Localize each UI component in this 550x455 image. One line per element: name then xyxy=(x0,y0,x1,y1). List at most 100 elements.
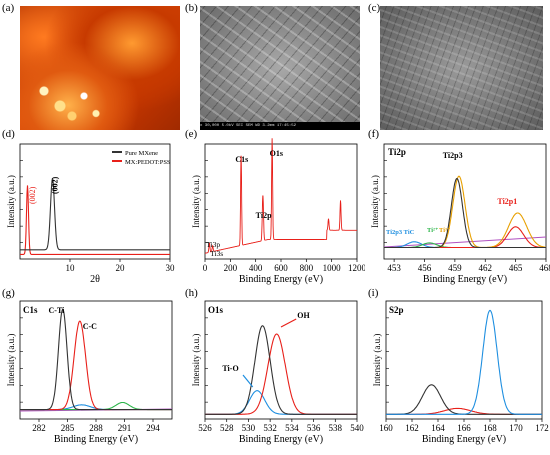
x-tick-label: 170 xyxy=(509,423,523,433)
y-axis-label: Intensity (a.u.) xyxy=(191,334,201,387)
annotation-oh-arrow xyxy=(280,318,297,328)
s2p-chart: 160 162 164 166 168 170 172 Binding Energy (eV)… xyxy=(372,300,549,445)
afm-flakes xyxy=(28,76,108,126)
plot-frame xyxy=(385,300,543,420)
x-tick-label: 291 xyxy=(118,423,132,433)
x-tick-label: 534 xyxy=(285,423,299,433)
annotation-ti2p: Ti2p xyxy=(256,211,272,220)
annotation-c-c: C-C xyxy=(83,322,97,331)
y-axis-label: Intensity (a.u.) xyxy=(191,175,201,228)
x-tick-label: 600 xyxy=(274,263,288,273)
panel-label-d: (d) xyxy=(2,128,15,140)
panel-title: Ti2p xyxy=(388,147,406,157)
x-tick-label: 160 xyxy=(379,423,393,433)
annotation-oh: OH xyxy=(297,311,310,320)
series-line-black xyxy=(386,384,542,415)
annotation-ti3plus: Ti³⁺ xyxy=(439,227,450,234)
x-tick-label: 172 xyxy=(535,423,549,433)
y-axis-label: Intensity (a.u.) xyxy=(6,334,16,387)
annotation-c1s: C1s xyxy=(235,155,248,164)
annotation-ti3s: Ti3s xyxy=(210,249,223,258)
x-tick-label: 0 xyxy=(203,263,208,273)
x-tick-label: 10 xyxy=(66,263,76,273)
series-line-sum xyxy=(205,325,357,415)
annotation-ti3p: Ti3p xyxy=(206,240,220,249)
panel-title: O1s xyxy=(208,305,224,315)
panel-label-a: (a) xyxy=(2,2,15,14)
panel-title: S2p xyxy=(389,305,404,315)
plot-frame xyxy=(19,300,173,420)
x-axis-label: Binding Energy (eV) xyxy=(54,434,138,445)
x-tick-label: 468 xyxy=(539,263,550,273)
series-line-red xyxy=(386,407,542,415)
annotation-o1s: O1s xyxy=(270,149,283,158)
x-tick-label: 456 xyxy=(418,263,432,273)
y-axis-label: Intensity (a.u.) xyxy=(372,334,382,387)
o1s-chart: 526 528 530 532 534 536 538 540 Binding Energy (… xyxy=(191,300,364,445)
sem-info-bar: x 30,000 5.0kV SEI SEM WD 3.2mm 17:45:52 xyxy=(200,122,360,130)
ti2p-chart: 453 456 459 462 465 468 Binding Energy (eV) Int… xyxy=(370,143,550,285)
x-tick-label: 532 xyxy=(263,423,277,433)
panel-label-c: (c) xyxy=(368,2,381,14)
sem-image-b: x 30,000 5.0kV SEI SEM WD 3.2mm 17:45:52 xyxy=(200,6,360,130)
annotation-ti2plus: Ti²⁺ xyxy=(427,227,438,234)
annotation-c-ti: C-Ti xyxy=(49,306,66,315)
x-tick-label: 285 xyxy=(61,423,75,433)
x-tick-label: 400 xyxy=(249,263,263,273)
x-tick-label: 164 xyxy=(431,423,445,433)
xrd-chart: 10 20 30 2θ Intensity (a.u.) Pure MXene MX:PED… xyxy=(6,143,176,285)
x-axis-label: 2θ xyxy=(90,274,100,285)
series-line-envelope xyxy=(384,175,546,249)
annotation-ti2p1: Ti2p1 xyxy=(497,197,517,206)
annotation-tic: Ti2p3 TiC xyxy=(386,229,415,236)
plot-frame xyxy=(204,300,358,420)
series-line-ti-o xyxy=(205,390,357,415)
survey-spectrum xyxy=(204,138,357,254)
series-line-oh xyxy=(205,333,357,415)
panel-label-h: (h) xyxy=(185,287,198,299)
x-tick-label: 30 xyxy=(166,263,176,273)
legend-label-mx-pedot-pss: MX:PEDOT:PSS xyxy=(125,159,171,166)
x-tick-label: 538 xyxy=(329,423,343,433)
x-tick-label: 530 xyxy=(242,423,256,433)
x-tick-label: 1200 xyxy=(348,263,365,273)
series-line-ti2p3 xyxy=(384,177,546,249)
annotation-002-composite: (002) xyxy=(28,186,37,204)
series-line-c-c xyxy=(20,320,172,411)
x-tick-label: 20 xyxy=(116,263,126,273)
plot-frame xyxy=(19,143,171,260)
x-tick-label: 465 xyxy=(509,263,523,273)
x-tick-label: 536 xyxy=(307,423,321,433)
x-tick-label: 282 xyxy=(32,423,46,433)
x-tick-label: 1000 xyxy=(323,263,342,273)
x-tick-label: 540 xyxy=(350,423,364,433)
panel-label-f: (f) xyxy=(368,128,379,140)
plot-frame xyxy=(383,143,547,260)
series-line-blue xyxy=(386,309,542,415)
x-tick-label: 200 xyxy=(224,263,238,273)
annotation-002-mxene: (002) xyxy=(51,176,60,194)
x-axis-label: Binding Energy (eV) xyxy=(239,434,323,445)
x-tick-label: 459 xyxy=(448,263,462,273)
panel-label-g: (g) xyxy=(2,287,15,299)
x-tick-label: 528 xyxy=(220,423,234,433)
y-axis-label: Intensity (a.u.) xyxy=(6,175,16,228)
annotation-ti-o: Ti-O xyxy=(222,364,238,373)
panel-label-b: (b) xyxy=(185,2,198,14)
plot-frame xyxy=(204,143,358,260)
annotation-ti-o-arrow xyxy=(242,374,254,388)
series-line-c-ti xyxy=(20,308,172,411)
x-axis-label: Binding Energy (eV) xyxy=(422,434,506,445)
sem-image-c xyxy=(380,6,543,130)
panel-title: C1s xyxy=(23,305,38,315)
legend-label-pure-mxene: Pure MXene xyxy=(125,150,158,157)
xps-survey-chart: 0 200 400 600 800 1000 1200 Binding Energy (eV)… xyxy=(191,138,365,285)
panel-label-e: (e) xyxy=(185,128,198,140)
y-axis-label: Intensity (a.u.) xyxy=(370,175,380,228)
x-tick-label: 288 xyxy=(89,423,103,433)
afm-image xyxy=(20,6,180,130)
x-tick-label: 800 xyxy=(300,263,314,273)
x-tick-label: 294 xyxy=(146,423,160,433)
series-line-tic xyxy=(384,241,546,249)
x-axis-label: Binding Energy (eV) xyxy=(239,274,323,285)
